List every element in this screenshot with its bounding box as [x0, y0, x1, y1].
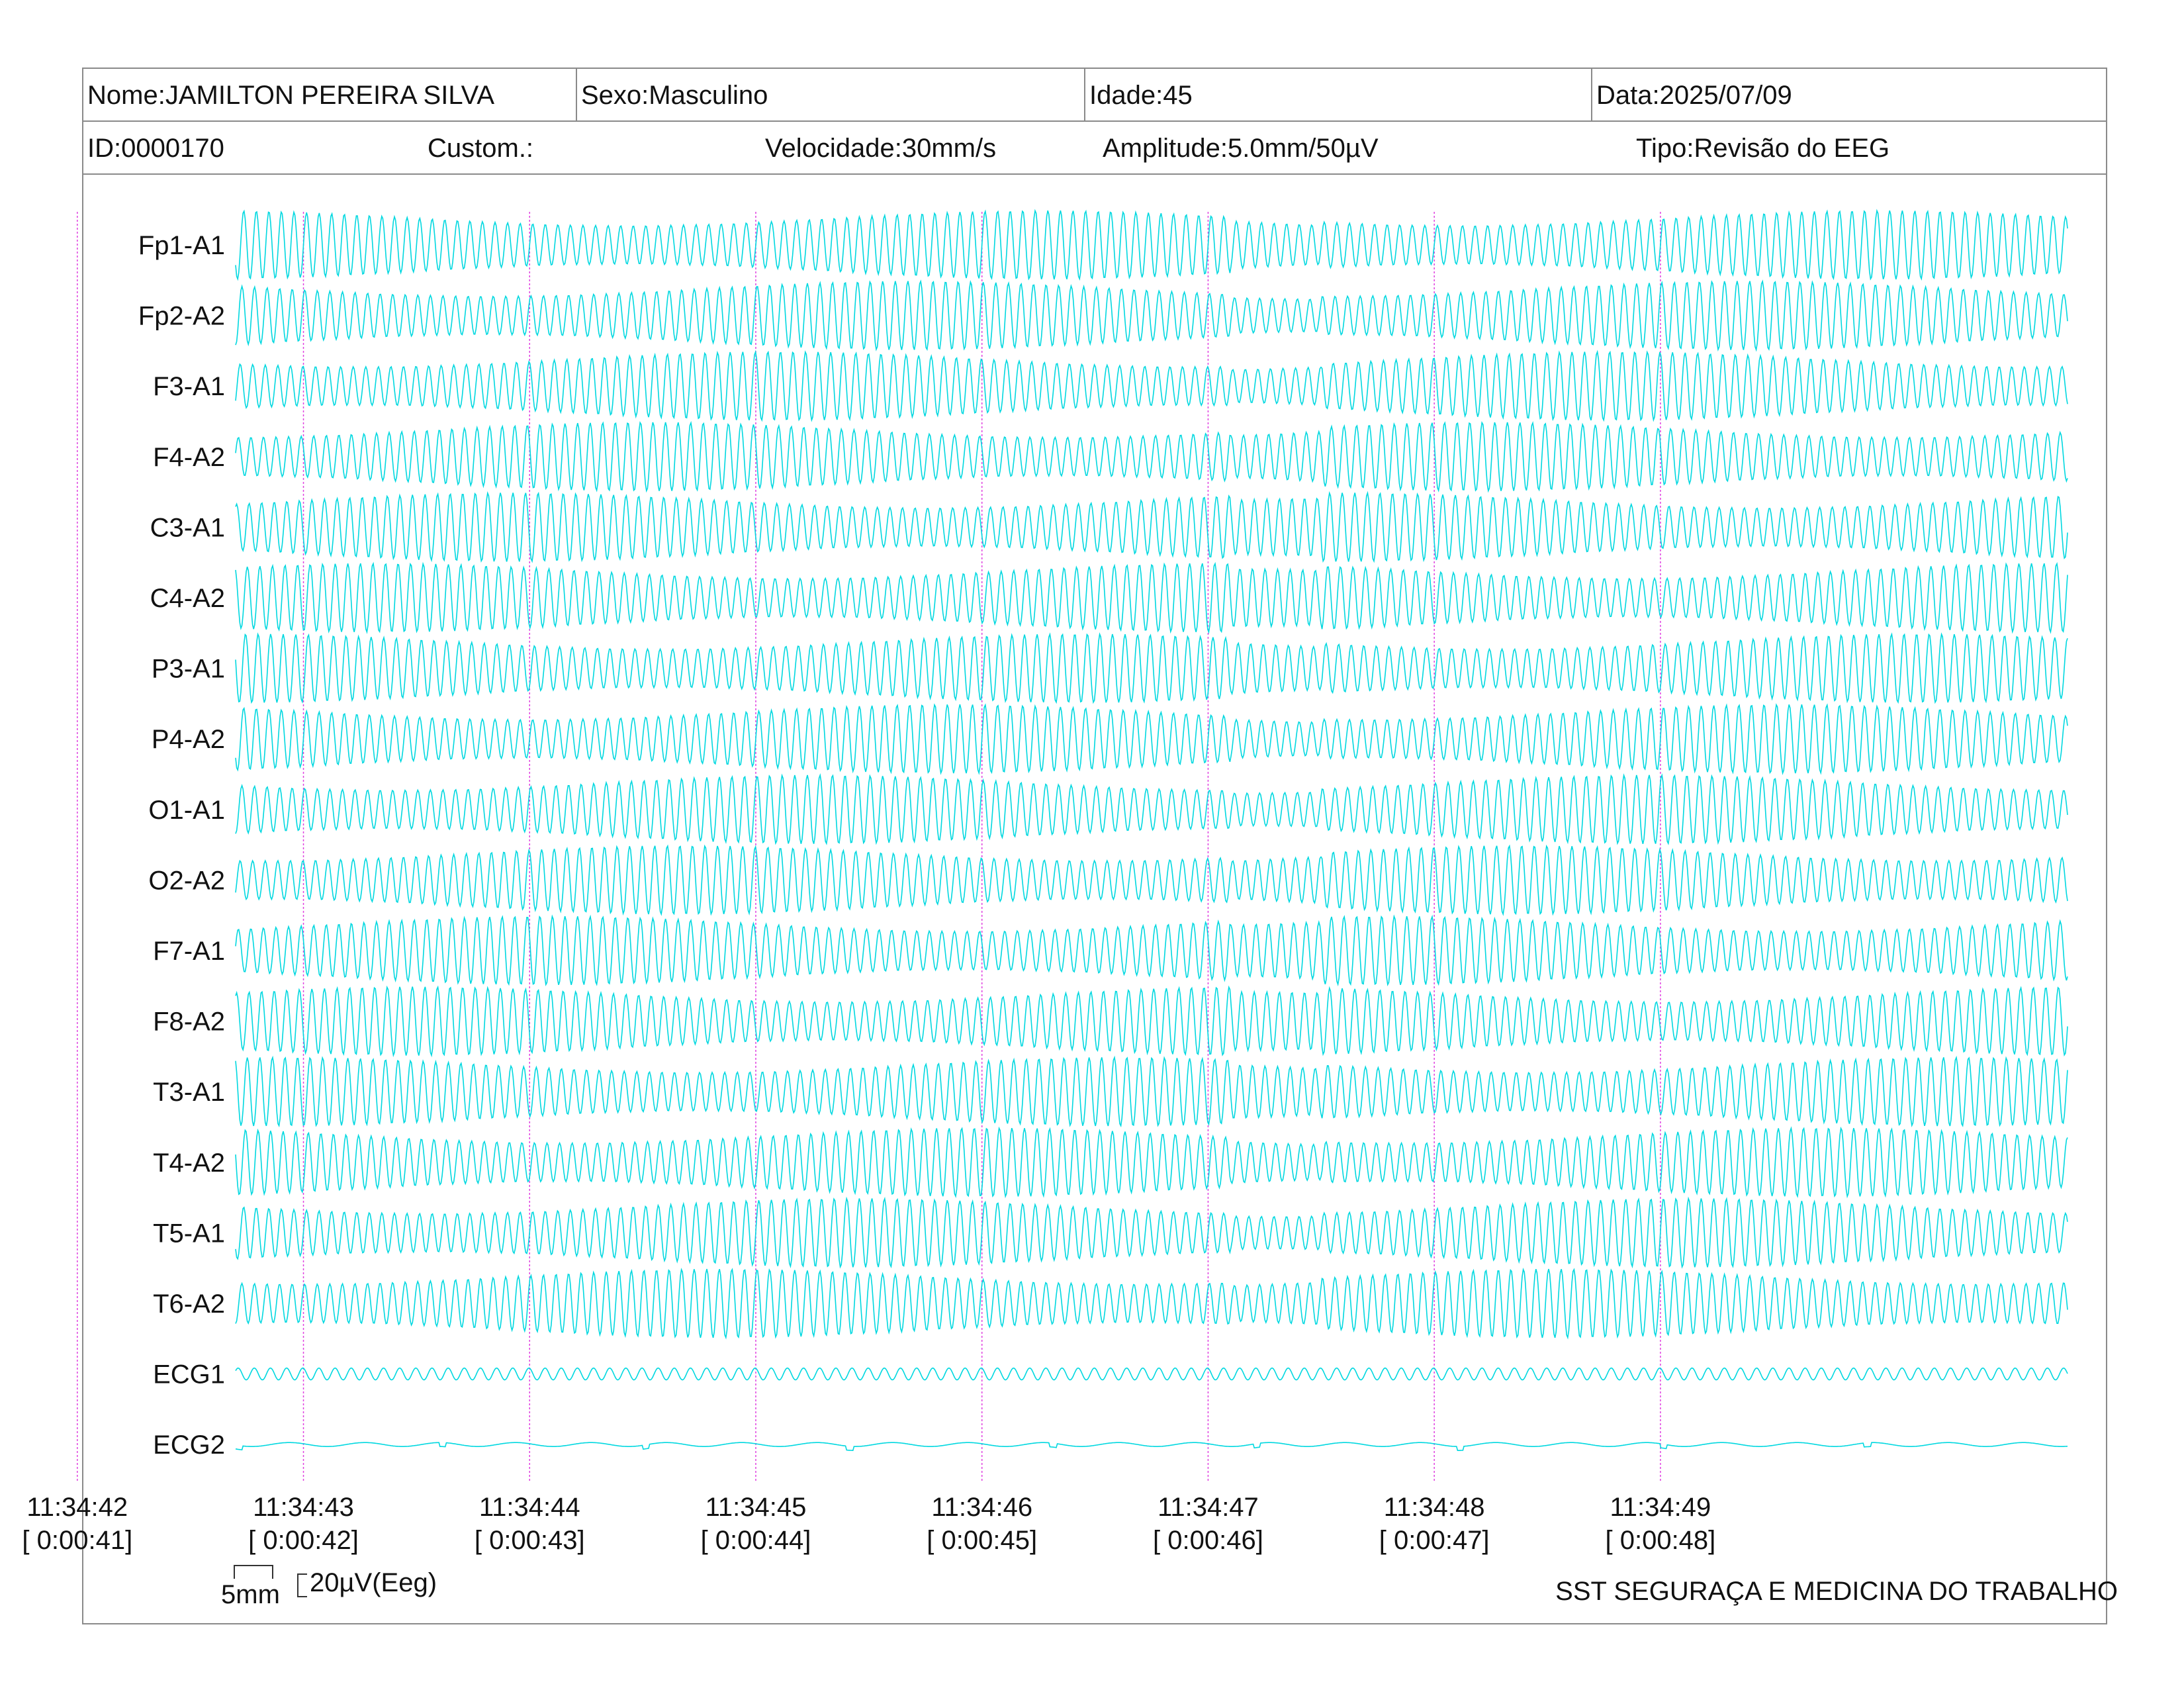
channel-label: F3-A1 — [153, 372, 225, 401]
channel-label: C4-A2 — [150, 584, 225, 613]
channel-trace — [235, 1196, 2068, 1269]
patient-id: ID:0000170 — [87, 134, 224, 163]
channel-trace — [235, 420, 2068, 493]
time-mark-elapsed: [ 0:00:43] — [475, 1526, 585, 1555]
channel-trace — [235, 985, 2068, 1058]
channel-label: T3-A1 — [153, 1078, 225, 1107]
channel-label: ECG1 — [153, 1360, 225, 1389]
time-mark-elapsed: [ 0:00:44] — [701, 1526, 811, 1555]
channel-trace — [235, 1267, 2068, 1340]
channel-label: O1-A1 — [148, 796, 225, 825]
exam-settings-row: ID:0000170 Custom.: Velocidade:30mm/s Am… — [83, 122, 2106, 175]
channel-label: T4-A2 — [153, 1149, 225, 1178]
time-mark-elapsed: [ 0:00:47] — [1379, 1526, 1490, 1555]
channel-label: C3-A1 — [150, 513, 225, 542]
speed-setting: Velocidade:30mm/s — [765, 134, 997, 163]
time-mark-elapsed: [ 0:00:45] — [927, 1526, 1037, 1555]
channel-trace — [235, 491, 2068, 563]
time-mark-clock: 11:34:44 — [479, 1493, 580, 1522]
channel-label: P3-A1 — [152, 655, 225, 684]
channel-label: T5-A1 — [153, 1219, 225, 1248]
channel-label: O2-A2 — [148, 866, 225, 895]
channel-trace — [235, 1126, 2068, 1199]
time-mark-clock: 11:34:46 — [931, 1493, 1032, 1522]
channel-trace — [235, 279, 2068, 352]
patient-age: Idade:45 — [1085, 69, 1592, 120]
channel-trace — [235, 1442, 2068, 1452]
time-calibration-label: 5mm — [221, 1580, 280, 1609]
organization-name: SST SEGURAÇA E MEDICINA DO TRABALHO — [1555, 1577, 2118, 1606]
time-calibration-bracket — [234, 1565, 273, 1579]
channel-trace — [235, 632, 2068, 704]
calibration-marker: 5mm 20µV(Eeg) — [221, 1565, 437, 1609]
custom-field: Custom.: — [428, 134, 534, 163]
channel-label: F7-A1 — [153, 937, 225, 966]
time-mark-elapsed: [ 0:00:41] — [22, 1526, 132, 1555]
channel-label: F4-A2 — [153, 443, 225, 472]
exam-date: Data:2025/07/09 — [1596, 81, 1792, 110]
amplitude-setting: Amplitude:5.0mm/50µV — [1103, 134, 1379, 163]
channel-trace — [235, 1367, 2068, 1381]
patient-sex: Sexo:Masculino — [577, 69, 1085, 120]
time-mark-clock: 11:34:45 — [705, 1493, 807, 1522]
time-mark-clock: 11:34:42 — [26, 1493, 128, 1522]
time-mark-clock: 11:34:47 — [1158, 1493, 1259, 1522]
patient-info-row: Nome:JAMILTON PEREIRA SILVA Sexo:Masculi… — [83, 69, 2106, 122]
review-type: Tipo:Revisão do EEG — [1636, 134, 1890, 163]
channel-trace — [235, 773, 2068, 845]
time-mark-elapsed: [ 0:00:46] — [1153, 1526, 1263, 1555]
channel-label: Fp1-A1 — [138, 231, 225, 260]
channel-trace — [235, 209, 2068, 281]
channel-trace — [235, 703, 2068, 775]
channel-trace — [235, 914, 2068, 987]
channel-label: ECG2 — [153, 1430, 225, 1460]
amplitude-calibration-label: 20µV(Eeg) — [310, 1568, 437, 1597]
channel-trace — [235, 350, 2068, 422]
time-mark-elapsed: [ 0:00:48] — [1605, 1526, 1715, 1555]
amplitude-calibration-bracket — [297, 1573, 307, 1597]
channel-trace — [235, 561, 2068, 634]
report-sheet: Nome:JAMILTON PEREIRA SILVA Sexo:Masculi… — [82, 68, 2107, 1624]
channel-trace — [235, 844, 2068, 916]
channel-label: P4-A2 — [152, 725, 225, 754]
channel-label: F8-A2 — [153, 1008, 225, 1037]
time-mark-clock: 11:34:43 — [253, 1493, 354, 1522]
time-mark-elapsed: [ 0:00:42] — [248, 1526, 359, 1555]
channel-label: Fp2-A2 — [138, 302, 225, 331]
time-mark-clock: 11:34:48 — [1384, 1493, 1485, 1522]
time-mark-clock: 11:34:49 — [1610, 1493, 1711, 1522]
channel-trace — [235, 1055, 2068, 1128]
patient-name: Nome:JAMILTON PEREIRA SILVA — [83, 69, 577, 120]
channel-label: T6-A2 — [153, 1289, 225, 1319]
